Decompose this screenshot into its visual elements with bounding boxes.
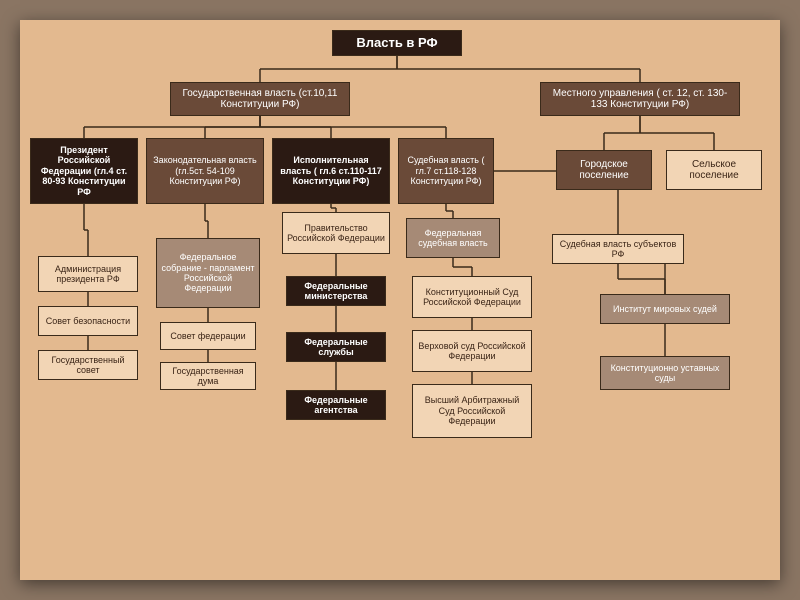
node-leg-duma: Государственная дума — [160, 362, 256, 390]
org-chart-frame: Власть в РФ Государственная власть (ст.10… — [20, 20, 780, 580]
node-gov: Государственная власть (ст.10,11 Констит… — [170, 82, 350, 116]
node-exec-agn: Федеральные агентства — [286, 390, 386, 420]
node-pres-admin: Администрация президента РФ — [38, 256, 138, 292]
node-jud-arb: Высший Арбитражный Суд Российской Федера… — [412, 384, 532, 438]
node-city: Городское поселение — [556, 150, 652, 190]
node-village: Сельское поселение — [666, 150, 762, 190]
node-exec-srv: Федеральные службы — [286, 332, 386, 362]
node-fed-jud: Федеральная судебная власть — [406, 218, 500, 258]
node-judic: Судебная власть ( гл.7 ст.118-128 Консти… — [398, 138, 494, 204]
node-exec-gov: Правительство Российской Федерации — [282, 212, 390, 254]
node-subj-jud: Судебная власть субъектов РФ — [552, 234, 684, 264]
node-jud-const: Конституционный Суд Российской Федерации — [412, 276, 532, 318]
node-jud-supr: Верховой суд Российской Федерации — [412, 330, 532, 372]
node-root: Власть в РФ — [332, 30, 462, 56]
node-pres-state: Государственный совет — [38, 350, 138, 380]
node-subj-mir: Институт мировых судей — [600, 294, 730, 324]
node-local: Местного управления ( ст. 12, ст. 130-13… — [540, 82, 740, 116]
node-leg-sovfed: Совет федерации — [160, 322, 256, 350]
node-president: Президент Российской Федерации (гл.4 ст.… — [30, 138, 138, 204]
node-pres-sec: Совет безопасности — [38, 306, 138, 336]
node-subj-const: Конституционно уставных суды — [600, 356, 730, 390]
node-exec: Исполнительная власть ( гл.6 ст.110-117 … — [272, 138, 390, 204]
node-exec-min: Федеральные министерства — [286, 276, 386, 306]
node-legis: Законодательная власть (гл.5ст. 54-109 К… — [146, 138, 264, 204]
node-fed-assembly: Федеральное собрание - парламент Российс… — [156, 238, 260, 308]
